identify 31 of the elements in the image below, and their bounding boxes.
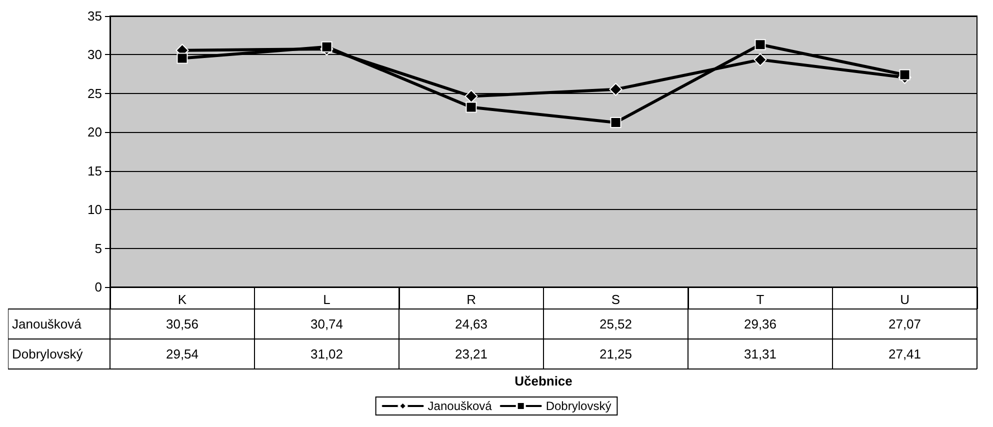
data-label: 21,25	[599, 346, 632, 362]
data-label: 24,63	[454, 316, 488, 332]
data-label: 31,31	[744, 346, 777, 362]
x-tick-label: S	[611, 292, 620, 307]
data-label: 30,56	[166, 316, 199, 332]
y-tick-label: 25	[88, 86, 102, 101]
y-tick-label: 15	[88, 163, 102, 178]
data-label: 27,41	[888, 346, 922, 362]
x-tick-label: L	[323, 292, 330, 307]
data-label: 27,07	[888, 316, 922, 332]
y-tick-label: 0	[94, 280, 102, 294]
y-tick-label: 5	[94, 240, 102, 256]
text: Učebnice	[514, 374, 572, 388]
data-label: 29,36	[744, 316, 777, 332]
data-label: 23,21	[454, 346, 488, 362]
legend-label: Dobrylovský	[546, 399, 612, 413]
text: Janoušková	[12, 316, 82, 332]
data-label: 29,54	[166, 346, 199, 362]
x-tick-label: T	[756, 292, 764, 307]
y-tick-label: 10	[88, 202, 102, 218]
data-label: 30,74	[310, 316, 344, 332]
x-tick-label: U	[900, 292, 910, 307]
legend-label: Janoušková	[428, 399, 492, 413]
data-label: 25,52	[599, 316, 632, 332]
text: Dobrylovský	[12, 346, 83, 362]
y-tick-label: 35	[88, 8, 102, 24]
y-tick-label: 30	[88, 47, 102, 62]
y-tick-label: 20	[88, 124, 102, 140]
x-tick-label: K	[178, 292, 187, 307]
x-tick-label: R	[466, 292, 476, 307]
data-label: 31,02	[310, 346, 344, 362]
